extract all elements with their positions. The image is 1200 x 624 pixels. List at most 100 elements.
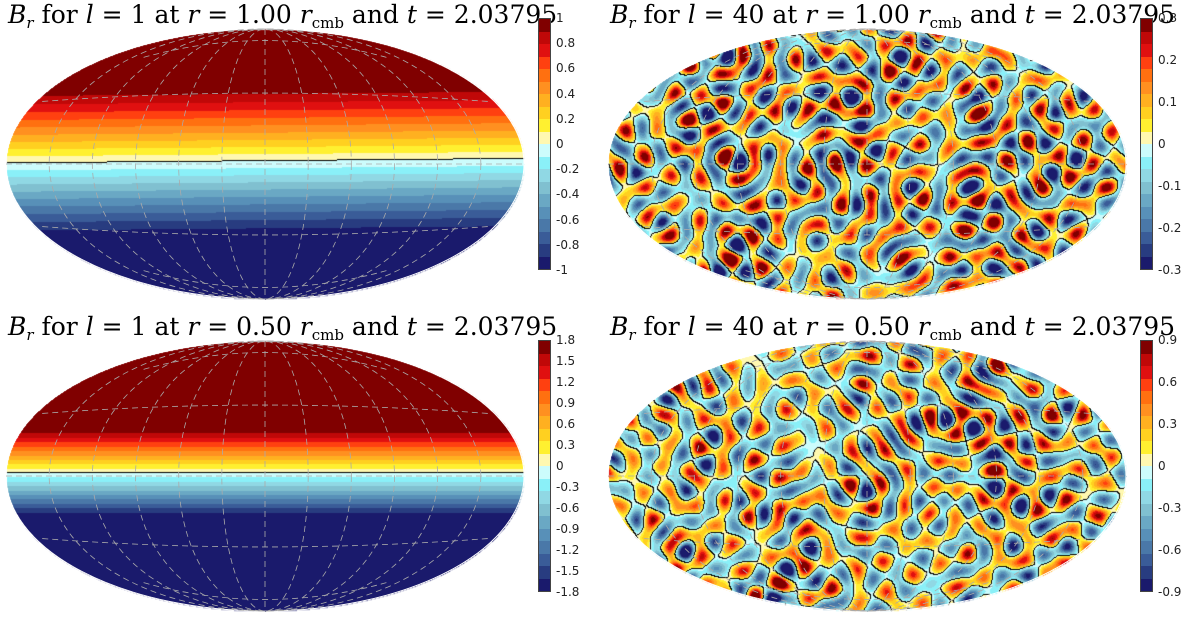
colorbar-tick-label: 1.8 <box>556 333 576 347</box>
colorbar-level <box>1141 416 1152 429</box>
colorbar-level <box>539 578 550 591</box>
hammer-map <box>607 28 1127 300</box>
colorbar-ticks: 0.3 0.2 0.1 0 -0.1 -0.2 -0.3 <box>1158 11 1200 277</box>
colorbar-level <box>1141 194 1152 207</box>
colorbar-level <box>539 181 550 194</box>
colorbar-tick-label: 1.2 <box>556 375 576 389</box>
colorbar-level <box>1141 231 1152 244</box>
colorbar-level <box>1141 206 1152 219</box>
colorbar-level <box>539 491 550 504</box>
colorbar-tick-label: 0.2 <box>1158 53 1178 67</box>
colorbar-level <box>539 256 550 269</box>
colorbar-level <box>539 466 550 479</box>
colorbar-level <box>539 341 550 354</box>
map-panel-4: Br for l = 40 at r = 0.50 rcmb and t = 2… <box>602 312 1200 624</box>
colorbar-level <box>539 56 550 69</box>
colorbar-level <box>1141 566 1152 579</box>
colorbar-tick-label: -0.1 <box>1158 179 1182 193</box>
colorbar-tick-label: 0.6 <box>1158 375 1178 389</box>
parallel-line <box>745 40 989 58</box>
colorbar-level <box>1141 353 1152 366</box>
parallel-line <box>42 538 488 548</box>
colorbar-level <box>539 144 550 157</box>
parallel-line <box>745 352 989 370</box>
colorbar-level <box>539 403 550 416</box>
panel-title: Br for l = 1 at r = 1.00 rcmb and t = 2.… <box>8 0 558 32</box>
colorbar-tick-label: 0.6 <box>556 417 576 431</box>
title-value-degree: 1 <box>130 0 147 29</box>
colorbar-level <box>539 69 550 82</box>
colorbar-level <box>539 553 550 566</box>
colorbar-level <box>539 169 550 182</box>
colorbar-level <box>1141 528 1152 541</box>
colorbar-ticks: 0.9 0.6 0.3 0 -0.3 -0.6 -0.9 <box>1158 333 1200 599</box>
map-panel-3: Br for l = 1 at r = 0.50 rcmb and t = 2.… <box>0 312 600 624</box>
panel-title: Br for l = 40 at r = 1.00 rcmb and t = 2… <box>610 0 1176 32</box>
colorbar-tick-label: -0.3 <box>1158 501 1182 515</box>
colorbar-ticks: 1 0.8 0.6 0.4 0.2 0 -0.2 -0.4 -0.6 -0.8 -1 <box>556 11 600 277</box>
colorbar-tick-label: -0.6 <box>1158 543 1182 557</box>
colorbar-tick-label: -0.9 <box>556 522 580 536</box>
colorbar-level <box>539 219 550 232</box>
colorbar-tick-label: 0 <box>1158 137 1166 151</box>
colorbar-tick-label: -0.3 <box>556 480 580 494</box>
title-value-time: 2.03795 <box>1071 0 1176 29</box>
colorbar-level <box>1141 244 1152 257</box>
colorbar-level <box>539 194 550 207</box>
colorbar-level <box>539 416 550 429</box>
colorbar-tick-label: -1.5 <box>556 564 580 578</box>
graticule <box>607 28 1127 300</box>
colorbar-level <box>539 391 550 404</box>
colorbar-tick-label: 0.8 <box>556 36 576 51</box>
colorbar-tick-label: 0.3 <box>1158 11 1178 25</box>
colorbar-level <box>539 31 550 44</box>
parallel-line <box>143 270 387 288</box>
title-value-degree: 40 <box>732 0 765 29</box>
hammer-map <box>607 340 1127 612</box>
colorbar-level <box>539 441 550 454</box>
colorbar-level <box>1141 119 1152 132</box>
colorbar-level <box>1141 391 1152 404</box>
colorbar-tick-label: 0.4 <box>556 86 576 101</box>
colorbar-level <box>539 231 550 244</box>
colorbar-tick-label: -1.8 <box>556 585 580 599</box>
colorbar-level <box>1141 44 1152 57</box>
colorbar-tick-label: 0.6 <box>556 61 576 76</box>
colorbar-tick-label: 1 <box>556 11 564 25</box>
colorbar-level <box>1141 503 1152 516</box>
parallel-line <box>644 538 1090 548</box>
colorbar-tick-label: 0 <box>1158 459 1166 473</box>
colorbar-level <box>1141 341 1152 354</box>
colorbar-level <box>1141 466 1152 479</box>
colorbar-tick-label: -0.6 <box>556 501 580 515</box>
colorbar-level <box>1141 553 1152 566</box>
colorbar-level <box>1141 131 1152 144</box>
colorbar-tick-label: 1.5 <box>556 354 576 368</box>
colorbar-level <box>1141 428 1152 441</box>
panel-title: Br for l = 40 at r = 0.50 rcmb and t = 2… <box>610 312 1176 344</box>
colorbar-level <box>1141 181 1152 194</box>
colorbar-level <box>539 131 550 144</box>
title-value-time: 2.03795 <box>1071 312 1176 341</box>
map-panel-1: Br for l = 1 at r = 1.00 rcmb and t = 2.… <box>0 0 600 312</box>
colorbar-level <box>1141 156 1152 169</box>
parallel-line <box>143 582 387 600</box>
title-value-radius: 0.50 <box>236 312 292 341</box>
colorbar <box>1140 340 1153 592</box>
colorbar-tick-label: 0 <box>556 137 564 151</box>
colorbar-level <box>1141 94 1152 107</box>
colorbar <box>1140 18 1153 270</box>
colorbar-level <box>1141 31 1152 44</box>
title-value-time: 2.03795 <box>453 312 558 341</box>
colorbar-level <box>539 106 550 119</box>
colorbar-level <box>1141 19 1152 32</box>
hammer-map <box>5 28 525 300</box>
colorbar-level <box>1141 169 1152 182</box>
colorbar-tick-label: -0.9 <box>1158 585 1182 599</box>
parallel-line <box>644 92 1090 102</box>
colorbar-level <box>539 541 550 554</box>
colorbar-level <box>539 156 550 169</box>
colorbar-level <box>539 119 550 132</box>
colorbar-tick-label: 0.1 <box>1158 95 1178 109</box>
title-value-degree: 1 <box>130 312 147 341</box>
